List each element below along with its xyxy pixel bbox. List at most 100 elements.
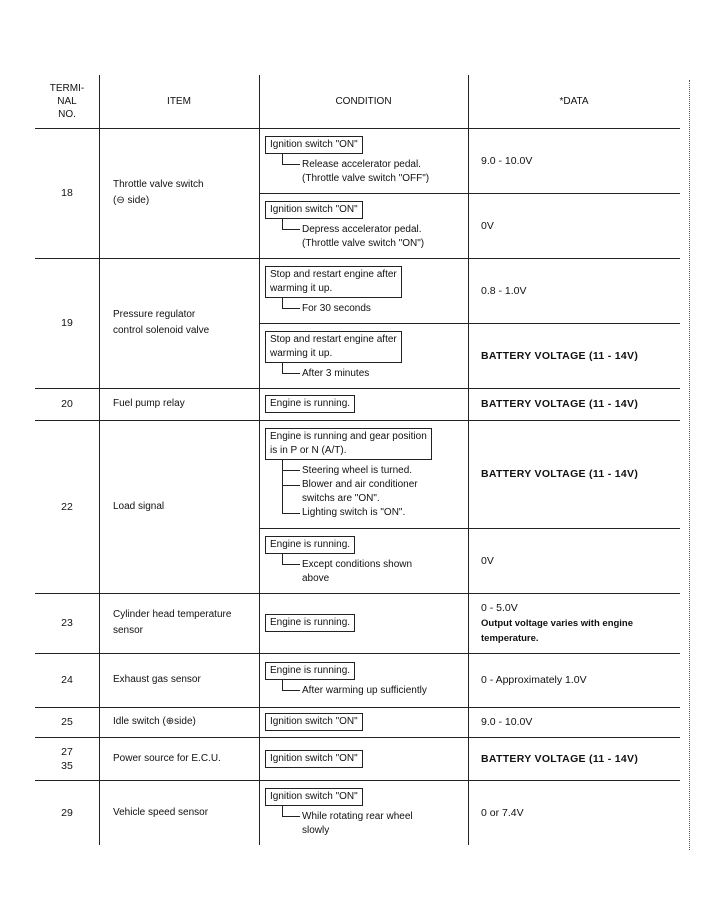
data-value: 0 - Approximately 1.0V — [468, 653, 680, 707]
condition-substep: Except conditions shown above — [282, 553, 468, 586]
condition-substep-text: Blower and air conditioner switchs are "… — [302, 479, 418, 504]
item-name: Cylinder head temperature sensor — [99, 593, 259, 653]
condition-substeps: While rotating rear wheel slowly — [282, 805, 468, 838]
item-name-text: Throttle valve switch (⊖ side) — [113, 179, 204, 206]
condition-box: Engine is running. — [265, 535, 356, 554]
header-data-label: *DATA — [559, 96, 589, 107]
condition-box: Engine is running and gear position is i… — [265, 428, 432, 460]
header-condition: CONDITION — [259, 75, 468, 128]
item-name: Power source for E.C.U. — [99, 737, 259, 780]
row-divider — [35, 258, 680, 259]
terminal-number: 25 — [35, 707, 99, 737]
row-divider — [35, 593, 680, 594]
terminal-number-text: 18 — [61, 187, 73, 199]
terminal-number-text: 27 35 — [61, 745, 73, 772]
condition-substep: Blower and air conditioner switchs are "… — [282, 478, 468, 506]
condition-substep-text: While rotating rear wheel slowly — [302, 810, 413, 836]
condition-divider — [259, 193, 680, 194]
condition-cell: Engine is running. Except conditions show… — [259, 528, 468, 593]
condition-substep-text: Except conditions shown above — [302, 558, 413, 584]
condition-substep: Release accelerator pedal. (Throttle val… — [282, 153, 468, 186]
data-note: Output voltage varies with engine temper… — [481, 618, 634, 644]
item-name: Vehicle speed sensor — [99, 780, 259, 845]
condition-substep: Depress accelerator pedal. (Throttle val… — [282, 218, 468, 251]
condition-substep-text: Depress accelerator pedal. (Throttle val… — [302, 223, 425, 249]
condition-substep: After warming up sufficiently — [282, 680, 468, 698]
row-divider — [35, 388, 680, 389]
data-value: 9.0 - 10.0V — [468, 707, 680, 737]
data-value: 0V — [468, 528, 680, 593]
data-value-text: 0 - 5.0V — [481, 602, 518, 614]
data-value-text: 0 - Approximately 1.0V — [481, 674, 587, 686]
data-value-text: 0V — [481, 219, 494, 232]
data-value: 0 or 7.4V — [468, 780, 680, 845]
data-value: BATTERY VOLTAGE (11 - 14V) — [468, 420, 680, 528]
condition-box: Ignition switch "ON" — [265, 713, 363, 731]
data-value-text: 9.0 - 10.0V — [481, 716, 533, 728]
item-name-text: Load signal — [113, 500, 165, 512]
condition-box: Engine is running. — [265, 395, 356, 413]
terminal-number-text: 19 — [61, 317, 73, 329]
condition-box: Ignition switch "ON" — [265, 200, 363, 219]
data-value: 0.8 - 1.0V — [468, 258, 680, 323]
header-terminal-label: TERMI- NAL NO. — [49, 83, 85, 120]
data-value-text: BATTERY VOLTAGE (11 - 14V) — [481, 752, 639, 765]
condition-substeps: Release accelerator pedal. (Throttle val… — [282, 153, 468, 186]
condition-substeps: After 3 minutes — [282, 362, 468, 381]
data-value-text: 0 or 7.4V — [481, 806, 524, 819]
column-divider — [259, 75, 260, 845]
condition-cell: Stop and restart engine after warming it… — [259, 323, 468, 388]
terminal-number-text: 25 — [61, 716, 73, 728]
condition-cell: Ignition switch "ON" — [259, 707, 468, 737]
item-name-text: Power source for E.C.U. — [113, 752, 221, 764]
header-item: ITEM — [99, 75, 259, 128]
condition-substep-text: For 30 seconds — [302, 302, 371, 314]
condition-substeps: For 30 seconds — [282, 297, 468, 316]
item-name: Throttle valve switch (⊖ side) — [99, 128, 259, 258]
condition-box: Stop and restart engine after warming it… — [265, 265, 402, 298]
data-value-text: BATTERY VOLTAGE (11 - 14V) — [481, 468, 639, 480]
terminal-number: 27 35 — [35, 737, 99, 780]
condition-substeps: Steering wheel is turned. Blower and air … — [282, 460, 468, 520]
terminal-number: 29 — [35, 780, 99, 845]
column-divider — [99, 75, 100, 845]
condition-cell: Ignition switch "ON" While rotating rear … — [259, 780, 468, 845]
item-name-text: Exhaust gas sensor — [113, 674, 201, 685]
item-name-text: Fuel pump relay — [113, 398, 185, 409]
terminal-number-text: 20 — [61, 398, 73, 410]
item-name: Fuel pump relay — [99, 388, 259, 420]
condition-substep-text: Steering wheel is turned. — [302, 465, 413, 476]
terminal-number-text: 24 — [61, 674, 73, 686]
header-terminal: TERMI- NAL NO. — [35, 75, 99, 128]
condition-divider — [259, 323, 680, 324]
condition-substep-text: After 3 minutes — [302, 367, 370, 379]
condition-cell: Engine is running. — [259, 593, 468, 653]
condition-box: Engine is running. — [265, 662, 356, 680]
row-divider — [35, 737, 680, 738]
data-value: BATTERY VOLTAGE (11 - 14V) — [468, 323, 680, 388]
condition-cell: Stop and restart engine after warming it… — [259, 258, 468, 323]
condition-cell: Engine is running and gear position is i… — [259, 420, 468, 528]
data-value: BATTERY VOLTAGE (11 - 14V) — [468, 737, 680, 780]
row-divider — [35, 780, 680, 781]
row-divider — [35, 707, 680, 708]
data-value-text: 0.8 - 1.0V — [481, 284, 527, 297]
condition-substeps: Except conditions shown above — [282, 553, 468, 586]
condition-substep: For 30 seconds — [282, 297, 468, 316]
item-name-text: Vehicle speed sensor — [113, 806, 209, 818]
data-value-text: BATTERY VOLTAGE (11 - 14V) — [481, 349, 639, 362]
data-value-text: 9.0 - 10.0V — [481, 154, 533, 167]
item-name: Load signal — [99, 420, 259, 593]
item-name-text: Pressure regulator control solenoid valv… — [113, 309, 210, 336]
column-divider — [468, 75, 469, 845]
item-name-text: Cylinder head temperature sensor — [113, 609, 232, 636]
condition-cell: Ignition switch "ON" — [259, 737, 468, 780]
condition-substep-text: Release accelerator pedal. (Throttle val… — [302, 158, 430, 184]
condition-cell: Engine is running. After warming up suffi… — [259, 653, 468, 707]
data-value-text: 0V — [481, 554, 494, 567]
condition-box: Ignition switch "ON" — [265, 749, 363, 768]
condition-substeps: After warming up sufficiently — [282, 680, 468, 698]
row-divider — [35, 653, 680, 654]
condition-cell: Ignition switch "ON" Depress accelerator … — [259, 193, 468, 258]
condition-substep: While rotating rear wheel slowly — [282, 805, 468, 838]
